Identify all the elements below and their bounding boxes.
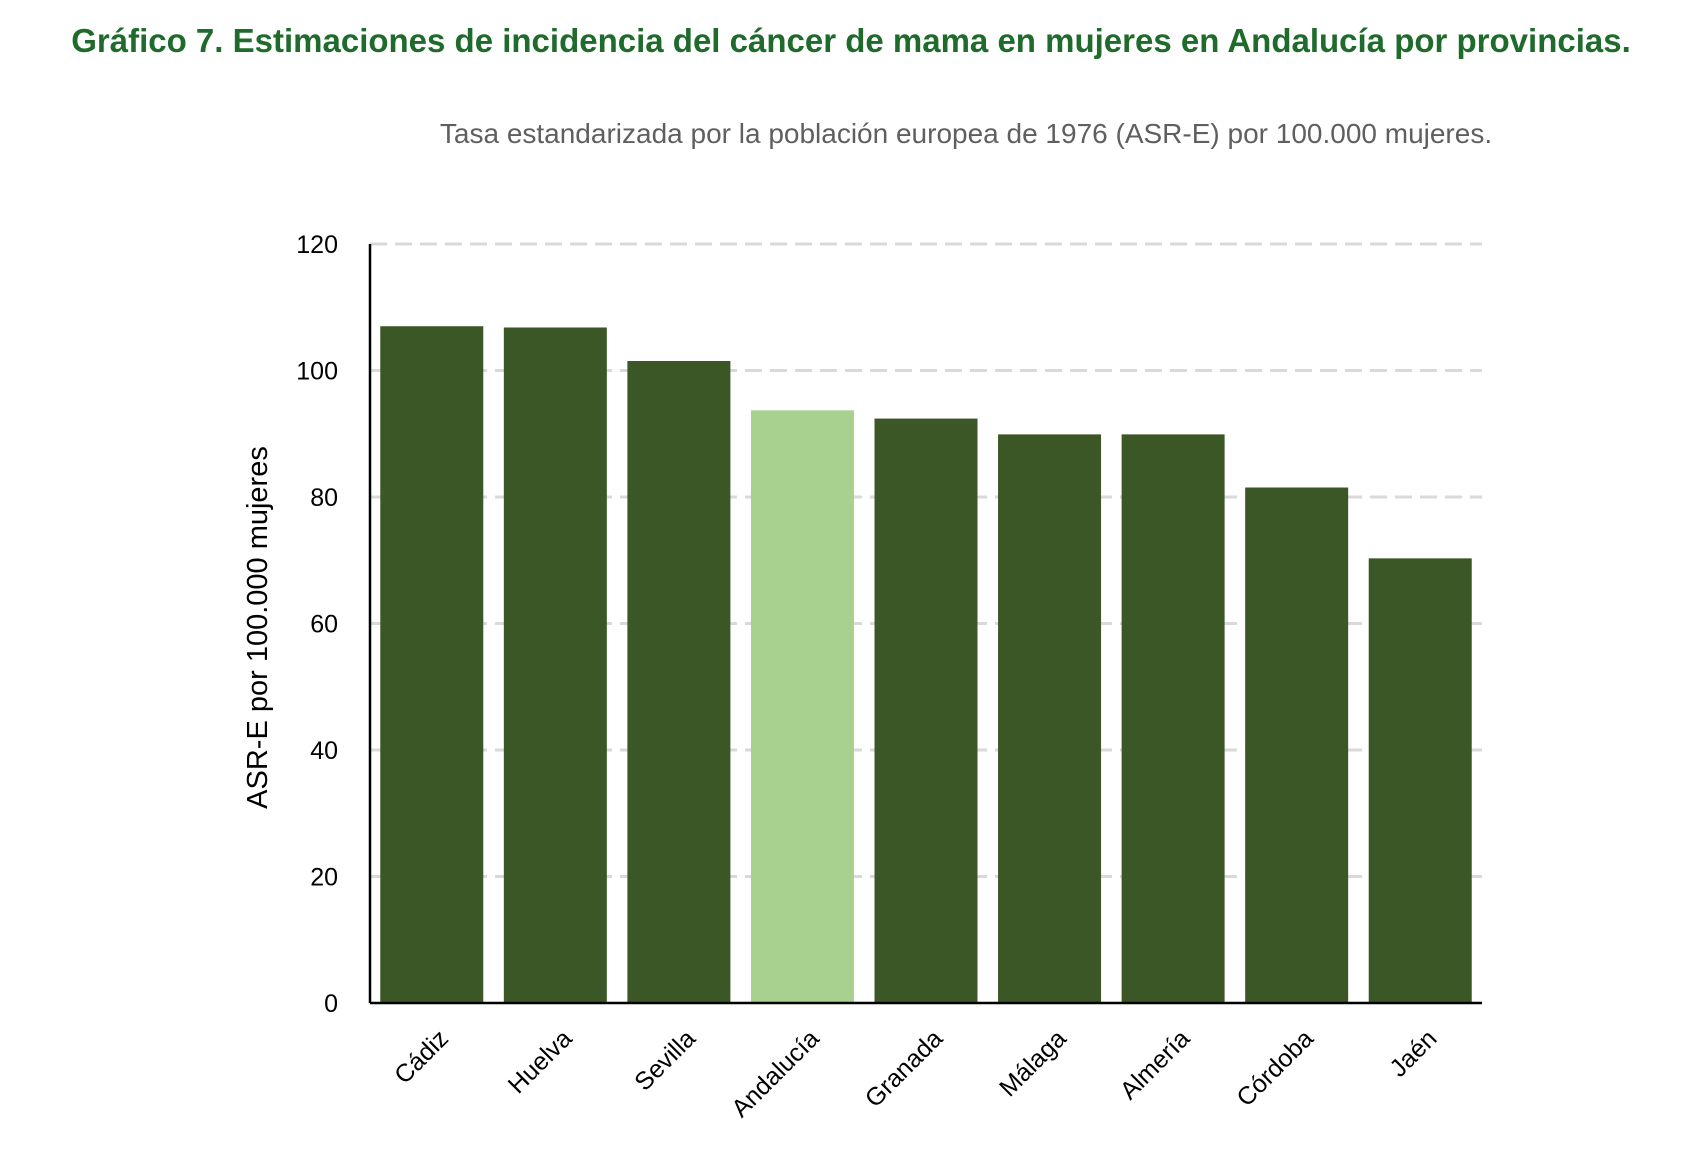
bar-5: [998, 434, 1102, 1003]
x-category-label: Almería: [1115, 1024, 1196, 1105]
bar-3: [750, 410, 854, 1003]
chart-subtitle: Tasa estandarizada por la población euro…: [439, 118, 1493, 149]
y-tick-label: 100: [296, 358, 338, 386]
x-category-label: Málaga: [994, 1024, 1072, 1102]
y-tick-label: 0: [324, 990, 338, 1018]
y-tick-labels: 0 20 40 60 80 100 120: [296, 231, 338, 1018]
bar-1: [503, 327, 607, 1003]
bar-4: [874, 418, 978, 1003]
x-category-label: Cádiz: [389, 1024, 454, 1089]
bar-7: [1245, 487, 1349, 1003]
bars: [380, 326, 1472, 1004]
x-category-label: Huelva: [503, 1024, 578, 1099]
x-category-label: Jaén: [1384, 1024, 1442, 1082]
y-tick-label: 80: [310, 484, 338, 512]
y-tick-label: 60: [310, 611, 338, 639]
chart-title: Gráfico 7. Estimaciones de incidencia de…: [71, 22, 1631, 59]
x-category-label: Granada: [860, 1024, 949, 1113]
x-category-label: Sevilla: [629, 1024, 701, 1096]
bar-6: [1121, 434, 1225, 1003]
bar-8: [1368, 558, 1472, 1003]
bar-2: [627, 361, 731, 1003]
y-tick-label: 20: [310, 864, 338, 892]
y-tick-label: 40: [310, 737, 338, 765]
y-axis-title: ASR-E por 100.000 mujeres: [242, 446, 274, 809]
x-category-label: Córdoba: [1231, 1024, 1319, 1112]
x-category-label: Andalucía: [726, 1024, 824, 1122]
x-category-labels: Cádiz Huelva Sevilla Andalucía Granada Málaga…: [389, 1024, 1442, 1122]
bar-0: [380, 326, 484, 1004]
y-tick-label: 120: [296, 231, 338, 259]
axes: [368, 244, 1482, 1005]
